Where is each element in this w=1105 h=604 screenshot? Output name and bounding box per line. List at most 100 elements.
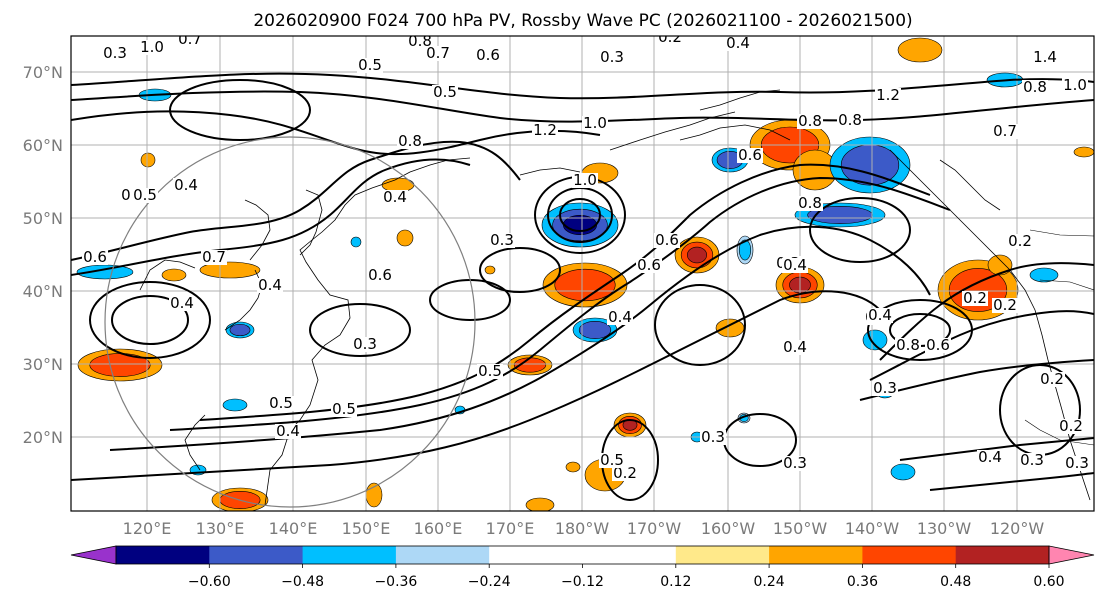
contour-label-bg: [1007, 234, 1033, 249]
contour-label: 0.7: [426, 44, 450, 62]
contour-label: 0.4: [726, 34, 750, 52]
contour-label: 0.5: [600, 451, 624, 469]
contour-label-bg: [737, 148, 763, 163]
map-panel: 1.0 0.7 0.8 0.7 0.6 0.5 0.3 0.2 0.4 0.5 0.8 0.6 1.2 0…: [71, 28, 1094, 511]
contour-label-bg: [977, 450, 1003, 465]
contour-label: 0.3: [783, 454, 807, 472]
contour-label: 0.6: [476, 46, 500, 64]
contour-label: 0.3: [1065, 454, 1089, 472]
contour-label: 0.4: [868, 306, 892, 324]
contour-label-bg: [425, 46, 451, 61]
contour-label: 0.3: [600, 48, 624, 66]
contour-label-bg: [1058, 419, 1084, 434]
contour-label: 0.8: [398, 132, 422, 150]
pv-anomaly-blob: [554, 268, 616, 302]
contour-label-bg: [837, 113, 863, 128]
pv-anomaly-blob: [897, 37, 943, 63]
contour-label-bg: [895, 338, 921, 353]
reference-circle: [104, 136, 476, 508]
contour-label: 1.4: [1033, 48, 1057, 66]
contour-label-bg: [875, 88, 901, 103]
latitude-labels: 70°N 60°N 50°N 40°N 30°N 20°N: [23, 63, 63, 447]
contour-label: 0.6: [738, 146, 762, 164]
contour-label-bg: [268, 396, 294, 411]
colorbar-tick-label: 0.36: [847, 574, 878, 590]
contour-label-bg: [1062, 78, 1088, 93]
contour-label: 0.4: [170, 294, 194, 312]
contour-label-bg: [382, 190, 408, 205]
lon-label: 180°W: [555, 519, 610, 538]
contour-label: 0.2: [1059, 417, 1083, 435]
contour-label-bg: [489, 233, 515, 248]
colorbar-tick-label: −0.60: [188, 574, 231, 590]
contour-label: 0.6: [83, 248, 107, 266]
contour-label: 0.5: [478, 362, 502, 380]
contour-label: 1.0: [583, 114, 607, 132]
pv-anomaly-blob: [1029, 267, 1059, 283]
lon-label: 140°W: [845, 519, 900, 538]
contour-label-bg: [331, 402, 357, 417]
contour-label: 0.2: [993, 296, 1017, 314]
contour-label-bg: [1019, 453, 1045, 468]
contour-label: 0.8: [798, 112, 822, 130]
lat-label: 40°N: [23, 282, 63, 301]
contour-label-bg: [582, 116, 608, 131]
pv-anomaly-blob: [1073, 146, 1094, 158]
contour-label: 0.4: [978, 448, 1002, 466]
pv-anomaly-blob: [222, 398, 248, 412]
lat-label: 20°N: [23, 428, 63, 447]
contour-label-bg: [407, 36, 433, 49]
pv-anomaly-blob: [140, 152, 156, 168]
pv-anomaly-blob: [565, 461, 581, 473]
contour-label: 0.5: [332, 400, 356, 418]
colorbar-segment: [116, 546, 210, 564]
contour-label: 0.7: [178, 30, 202, 48]
contour-label-bg: [432, 85, 458, 100]
contour-label: 0.2: [1040, 370, 1064, 388]
gridlines: [71, 36, 1094, 511]
contour-label-bg: [173, 178, 199, 193]
pv-anomaly-blob: [350, 236, 362, 248]
contour-label-bg: [599, 50, 625, 65]
contour-label-bg: [1064, 456, 1090, 471]
colorbar-segment: [209, 546, 304, 564]
colorbar-segment: [955, 546, 1050, 564]
contour-label-bg: [636, 258, 662, 273]
contour-label-bg: [654, 233, 680, 248]
contour-label: 1.0: [1063, 76, 1087, 94]
contour-label: 1.0: [140, 38, 164, 56]
pv-anomaly-blob: [687, 246, 707, 264]
contour-label-bg: [700, 430, 726, 445]
contour-label-bg: [132, 188, 158, 203]
lon-label: 170°W: [627, 519, 682, 538]
contour-label-bg: [1032, 50, 1058, 65]
contour-label-bg: [797, 196, 823, 211]
contour-label-bg: [599, 453, 625, 468]
contour-label-bg: [782, 456, 808, 471]
lon-label: 170°E: [486, 519, 535, 538]
contour-label-bg: [475, 48, 501, 63]
lon-label: 140°E: [269, 519, 318, 538]
colorbar-tick-label: −0.24: [468, 574, 511, 590]
pv-anomaly-blob: [199, 261, 261, 279]
coastlines: [139, 89, 1094, 506]
lon-label: 120°E: [123, 519, 172, 538]
contour-label: 0.2: [613, 464, 637, 482]
figure-title: 2026020900 F024 700 hPa PV, Rossby Wave …: [253, 11, 912, 31]
contour-label: 0.3: [103, 44, 127, 62]
contour-label: 0.7: [202, 248, 226, 266]
colorbar-segment: [769, 546, 863, 564]
contour-label-bg: [572, 173, 598, 188]
contour-label: 0.3: [873, 379, 897, 397]
lon-label: 130°W: [917, 519, 972, 538]
lon-label: 130°E: [196, 519, 245, 538]
lat-label: 70°N: [23, 63, 63, 82]
contour-label-bg: [725, 36, 751, 51]
contour-label-bg: [275, 424, 301, 439]
contour-label: 0.8: [798, 194, 822, 212]
contour-label-bg: [1022, 80, 1048, 95]
contour-label: 0.3: [1020, 451, 1044, 469]
contour-label: 0.6: [368, 266, 392, 284]
colorbar-segment: [862, 546, 957, 564]
contour-label: 0.2: [658, 28, 682, 46]
